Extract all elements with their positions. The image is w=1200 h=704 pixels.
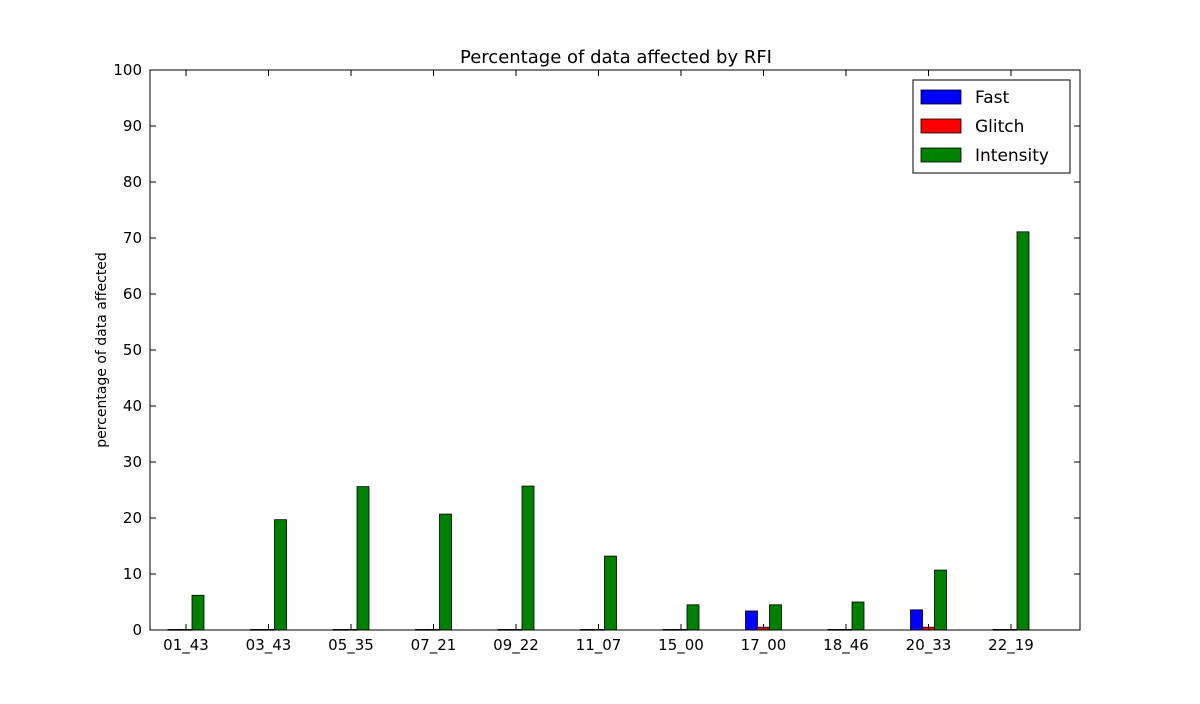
x-tick-label: 22_19: [988, 636, 1034, 655]
bar-intensity-01_43: [191, 594, 205, 631]
bar-fast-20_33: [910, 609, 923, 631]
x-tick-label: 18_46: [823, 636, 869, 655]
y-tick-label: 100: [113, 61, 142, 79]
x-tick-label: 07_21: [411, 636, 457, 655]
y-tick-label: 30: [123, 453, 142, 471]
x-tick-label: 05_35: [328, 636, 374, 655]
x-tick-label: 03_43: [246, 636, 292, 655]
bar-intensity-18_46: [851, 601, 865, 631]
bars-layer: [167, 231, 1030, 631]
legend-label-glitch: Glitch: [975, 117, 1024, 137]
y-tick-label: 20: [123, 509, 142, 527]
bar-intensity-22_19: [1016, 231, 1030, 631]
bar-intensity-20_33: [934, 569, 947, 631]
legend-swatch-glitch: [920, 118, 962, 134]
bar-intensity-15_00: [686, 604, 700, 631]
bar-fast-17_00: [745, 610, 758, 631]
bar-intensity-05_35: [356, 486, 370, 631]
y-axis-label: percentage of data affected: [94, 252, 110, 448]
y-tick-label: 80: [123, 173, 142, 191]
legend-swatch-fast: [920, 89, 962, 105]
y-tick-label: 40: [123, 397, 142, 415]
x-tick-label: 17_00: [741, 636, 787, 655]
x-tick-label: 20_33: [906, 636, 952, 655]
bar-intensity-03_43: [274, 519, 287, 631]
y-tick-label: 10: [123, 565, 142, 583]
bar-intensity-09_22: [521, 485, 535, 631]
bar-intensity-07_21: [439, 513, 452, 631]
x-tick-label: 09_22: [493, 636, 539, 655]
legend-label-intensity: Intensity: [975, 146, 1049, 166]
bar-intensity-11_07: [604, 555, 617, 631]
y-tick-label: 50: [123, 341, 142, 359]
legend-swatch-intensity: [920, 147, 962, 163]
bar-intensity-17_00: [769, 604, 782, 631]
ticks-layer: 0 10 20 30 40 50 60 70 80 90 100 01_43 03_43 05_35 07_…: [113, 61, 1080, 655]
x-tick-label: 15_00: [658, 636, 704, 655]
y-tick-label: 70: [123, 229, 142, 247]
chart-title: Percentage of data affected by RFI: [460, 47, 772, 68]
legend: Fast Glitch Intensity: [912, 79, 1071, 174]
legend-label-fast: Fast: [975, 88, 1009, 108]
y-tick-label: 90: [123, 117, 142, 135]
plot-frame: [149, 69, 1081, 631]
y-tick-label: 0: [132, 621, 142, 639]
x-tick-label: 11_07: [576, 636, 622, 655]
y-tick-label: 60: [123, 285, 142, 303]
x-tick-label: 01_43: [163, 636, 209, 655]
